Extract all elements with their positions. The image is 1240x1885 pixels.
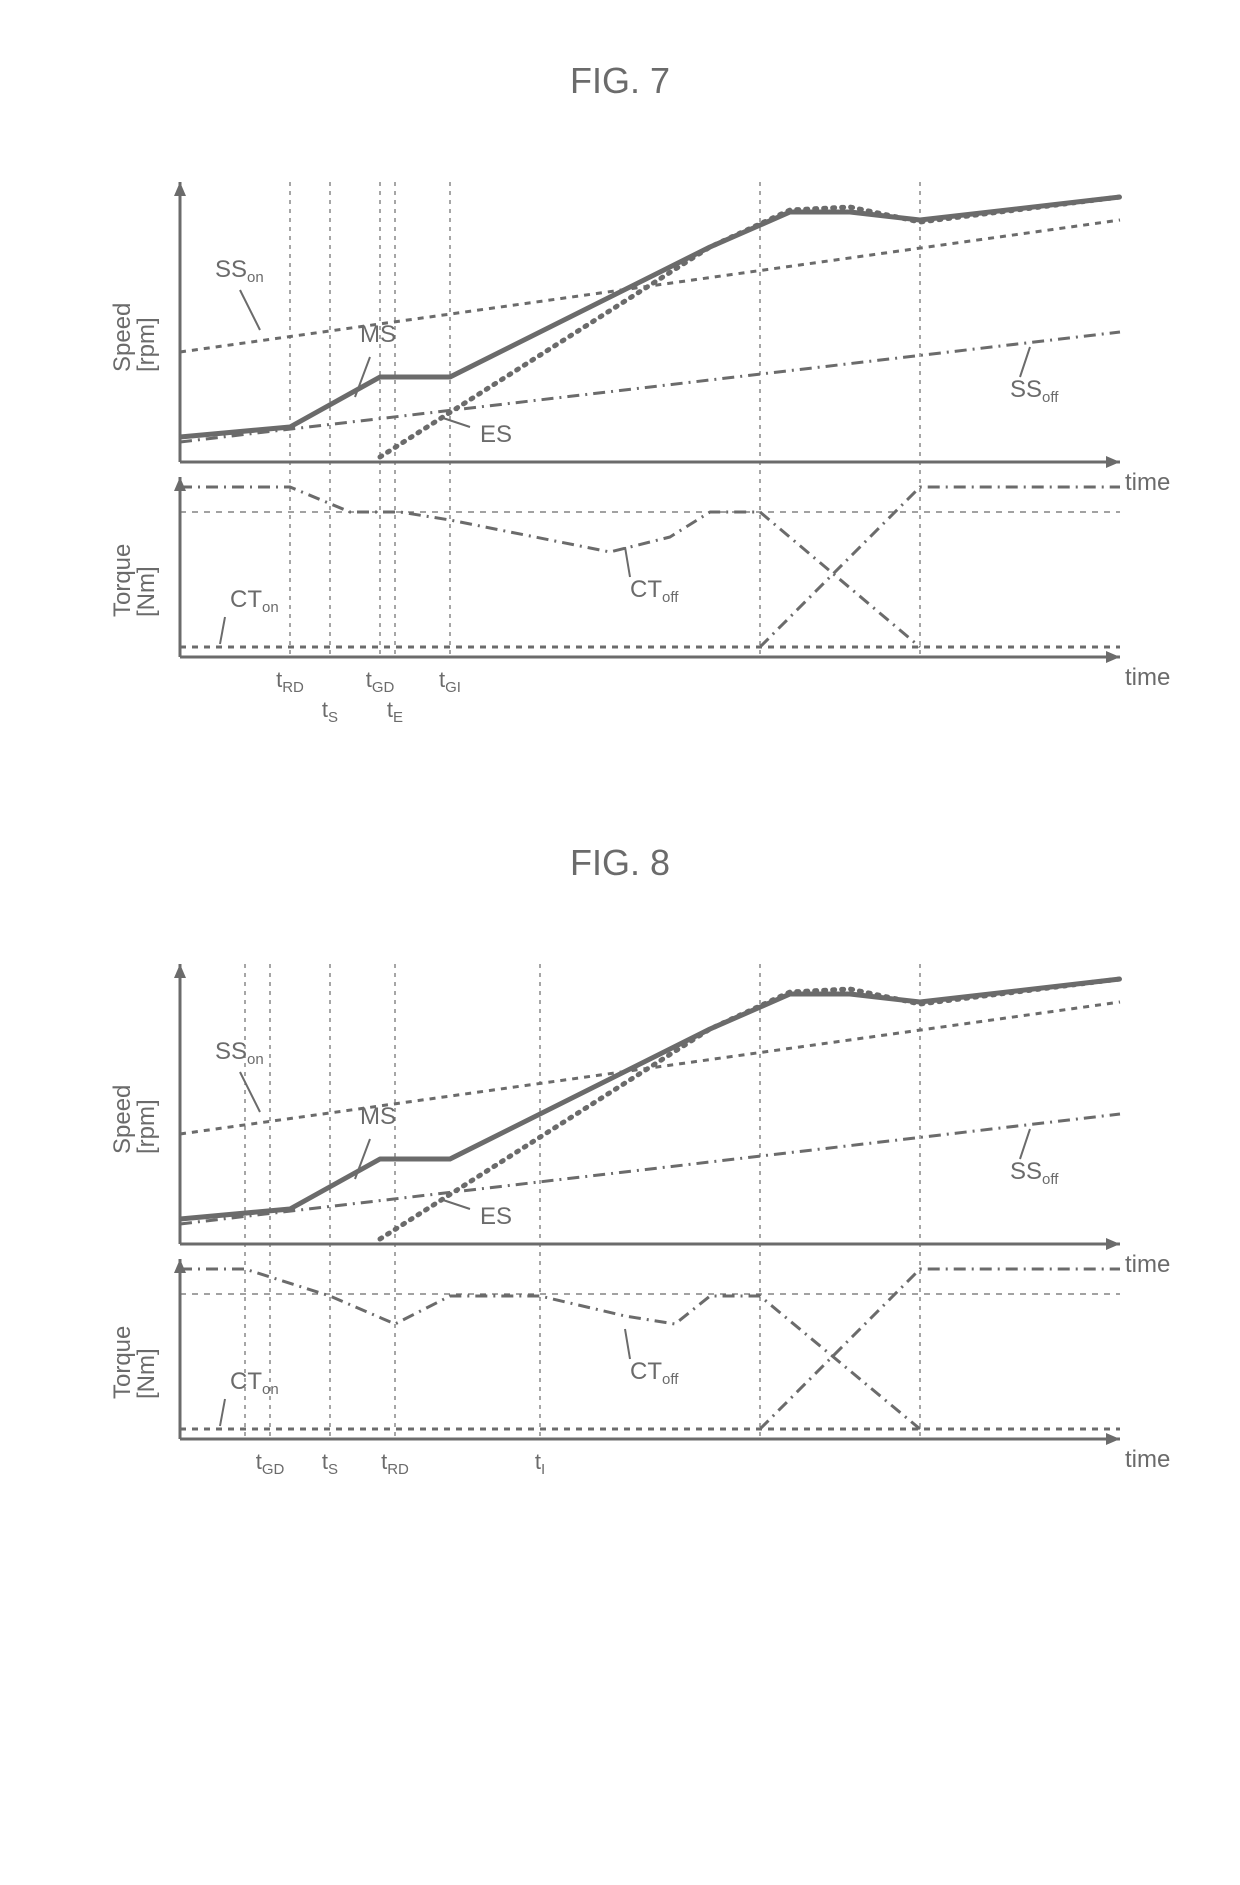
chart-block: Speed[rpm] time SSon MS ES SSoff Torque[Nm] tim… (70, 924, 1170, 1544)
svg-text:tS: tS (322, 697, 338, 726)
svg-text:tE: tE (387, 697, 403, 726)
svg-text:tS: tS (322, 1449, 338, 1478)
chart-svg: Speed[rpm] time SSon MS ES SSoff Torque[Nm] tim… (70, 924, 1170, 1544)
svg-text:Torque[Nm]: Torque[Nm] (109, 544, 160, 617)
svg-text:SSoff: SSoff (1010, 376, 1059, 406)
svg-text:Speed[rpm]: Speed[rpm] (109, 1085, 160, 1154)
figure-FIG8: FIG. 8 Speed[rpm] time SSon MS ES SSoff Torque[… (20, 842, 1220, 1544)
svg-text:ES: ES (480, 1203, 512, 1230)
svg-text:time: time (1125, 1251, 1170, 1278)
figure-FIG7: FIG. 7 Speed[rpm] time SSon MS ES SSoff Torque[… (20, 60, 1220, 762)
figure-title: FIG. 7 (20, 60, 1220, 102)
svg-text:CToff: CToff (630, 576, 679, 606)
svg-text:ES: ES (480, 421, 512, 448)
svg-text:MS: MS (360, 321, 396, 348)
svg-text:Speed[rpm]: Speed[rpm] (109, 303, 160, 372)
figure-title: FIG. 8 (20, 842, 1220, 884)
svg-text:SSon: SSon (215, 1038, 264, 1068)
svg-text:CTon: CTon (230, 1368, 279, 1398)
svg-text:tI: tI (535, 1449, 545, 1478)
svg-text:CToff: CToff (630, 1358, 679, 1388)
svg-text:time: time (1125, 469, 1170, 496)
svg-text:MS: MS (360, 1103, 396, 1130)
svg-text:tRD: tRD (276, 667, 304, 696)
svg-text:SSon: SSon (215, 256, 264, 286)
svg-text:tGI: tGI (439, 667, 461, 696)
svg-text:tRD: tRD (381, 1449, 409, 1478)
svg-text:tGD: tGD (366, 667, 395, 696)
chart-block: Speed[rpm] time SSon MS ES SSoff Torque[Nm] tim… (70, 142, 1170, 762)
chart-svg: Speed[rpm] time SSon MS ES SSoff Torque[Nm] tim… (70, 142, 1170, 762)
svg-text:Torque[Nm]: Torque[Nm] (109, 1326, 160, 1399)
svg-text:CTon: CTon (230, 586, 279, 616)
svg-text:SSoff: SSoff (1010, 1158, 1059, 1188)
svg-text:time: time (1125, 664, 1170, 691)
svg-text:tGD: tGD (256, 1449, 285, 1478)
svg-text:time: time (1125, 1446, 1170, 1473)
